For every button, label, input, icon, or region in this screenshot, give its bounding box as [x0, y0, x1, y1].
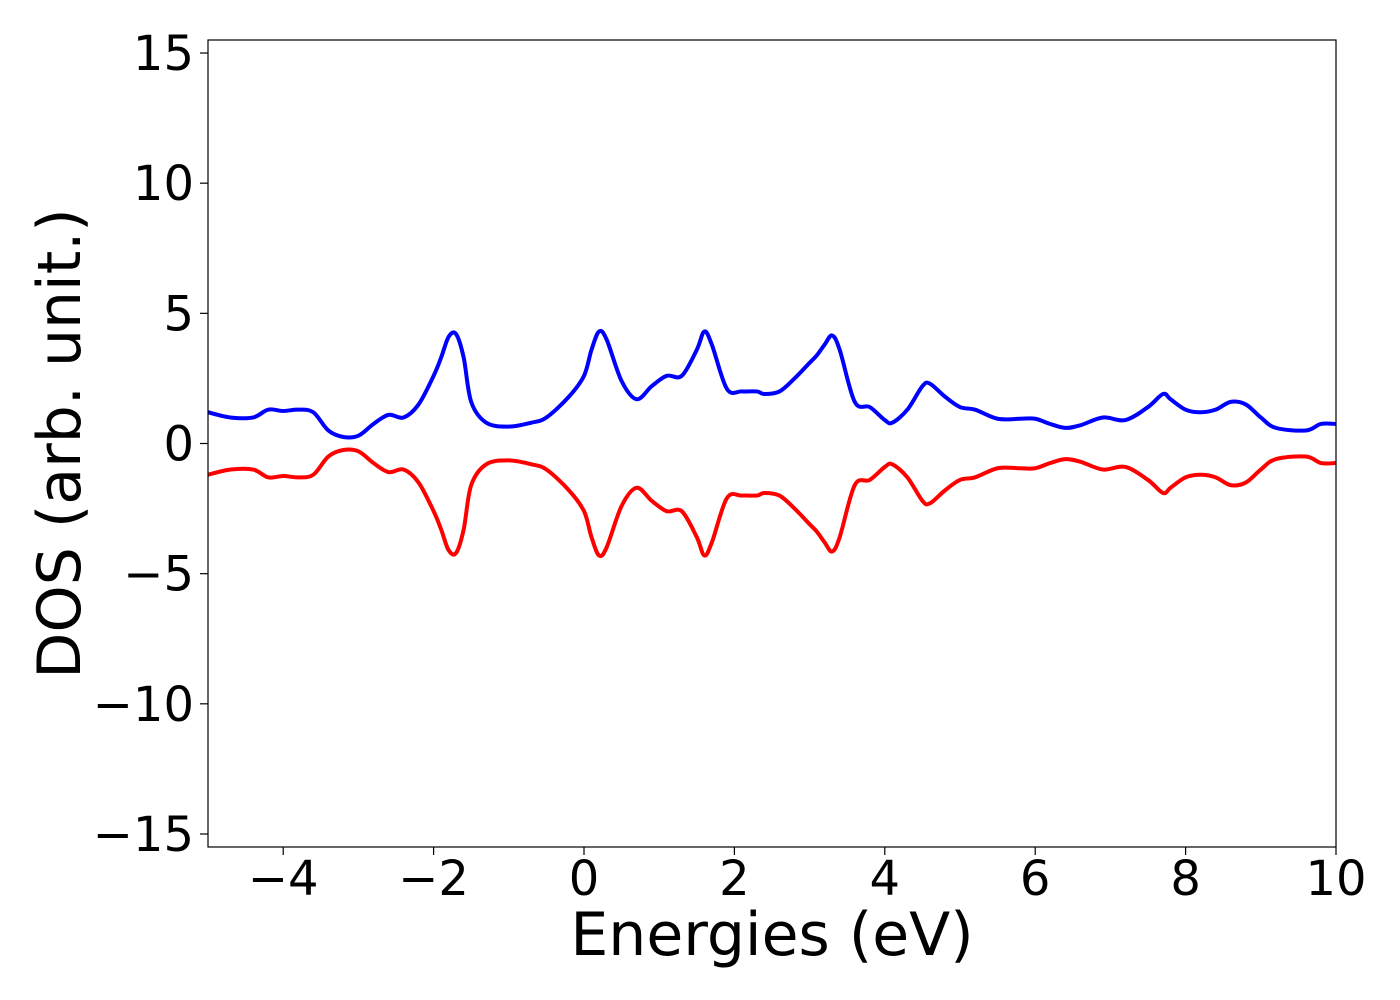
- series-line-blue: [208, 328, 1336, 440]
- y-tick-label: −10: [93, 677, 194, 733]
- x-tick-label: 0: [569, 851, 600, 907]
- x-tick-label: −4: [248, 851, 319, 907]
- x-tick-label: 8: [1170, 851, 1201, 907]
- y-axis-ticks: 15 10 5 0 −5 −10 −15: [93, 26, 208, 863]
- x-axis-ticks: −4 −2 0 2 4 6 8 10: [248, 847, 1367, 907]
- x-axis-label: Energies (eV): [570, 900, 973, 970]
- x-tick-label: 6: [1020, 851, 1051, 907]
- x-tick-label: 4: [870, 851, 901, 907]
- y-tick-label: 5: [163, 286, 194, 342]
- y-axis-label: DOS (arb. unit.): [25, 208, 95, 678]
- y-tick-label: 10: [133, 156, 194, 212]
- y-tick-label: −15: [93, 807, 194, 863]
- plot-area: [208, 328, 1336, 559]
- y-tick-label: 15: [133, 26, 194, 82]
- x-tick-label: −2: [398, 851, 469, 907]
- axes-frame: [207, 39, 1337, 848]
- x-tick-label: 2: [719, 851, 750, 907]
- y-tick-label: 0: [163, 417, 194, 473]
- series-line-red: [208, 447, 1336, 559]
- x-tick-label: 10: [1305, 851, 1366, 907]
- y-tick-label: −5: [123, 547, 194, 603]
